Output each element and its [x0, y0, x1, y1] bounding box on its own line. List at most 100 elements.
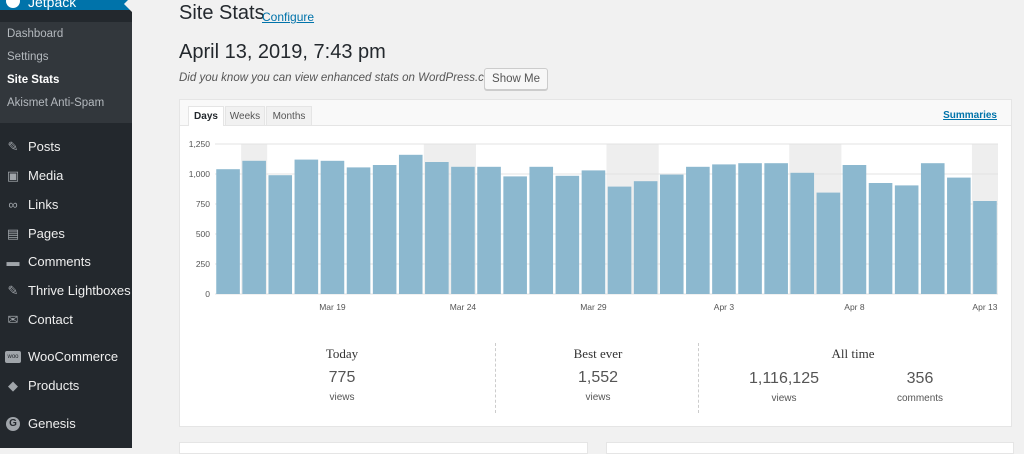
period-tabs: Days Weeks Months Summaries — [180, 100, 1011, 126]
sidebar-item-label: Links — [28, 197, 59, 212]
submenu-item-dashboard[interactable]: Dashboard — [7, 28, 64, 40]
stat-today: Today 775 views — [280, 346, 404, 403]
bar — [477, 166, 501, 294]
sidebar-item-label: Genesis — [28, 416, 76, 431]
genesis-icon: G — [6, 417, 20, 431]
woocommerce-icon: woo — [5, 351, 21, 363]
sidebar-item-comments[interactable]: ▬ Comments — [0, 250, 132, 274]
bar — [868, 183, 893, 294]
x-tick-label: Apr 13 — [972, 302, 997, 312]
stat-all-time-comments: 356 comments — [860, 370, 980, 404]
bar — [712, 164, 736, 294]
sidebar-item-jetpack[interactable]: Jetpack — [0, 0, 132, 10]
page-title: Site Stats — [179, 2, 265, 24]
stat-divider — [495, 343, 496, 413]
sidebar-item-thrive-lightboxes[interactable]: ✎ Thrive Lightboxes — [0, 279, 132, 303]
stat-heading: All time — [831, 346, 875, 361]
bar — [503, 176, 527, 294]
x-tick-label: Apr 3 — [714, 302, 735, 312]
bar — [738, 163, 762, 294]
sidebar-item-posts[interactable]: ✎ Posts — [0, 135, 132, 159]
sidebar-item-links[interactable]: ∞ Links — [0, 193, 132, 217]
bottom-panel-left — [179, 442, 588, 454]
stat-heading: Today — [325, 346, 359, 361]
sidebar-item-pages[interactable]: ▤ Pages — [0, 222, 132, 246]
bar — [790, 172, 815, 294]
submenu-item-site-stats[interactable]: Site Stats — [7, 74, 60, 86]
stat-value: 1,116,125 — [749, 370, 819, 387]
bar — [686, 166, 710, 294]
sidebar-item-label: Pages — [28, 226, 65, 241]
bar — [346, 167, 371, 294]
x-tick-label: Mar 19 — [319, 302, 346, 312]
stat-unit: comments — [896, 393, 944, 404]
jetpack-submenu: Dashboard Settings Site Stats Akismet An… — [0, 22, 132, 123]
bar — [294, 159, 319, 294]
stat-value: 1,552 — [577, 369, 619, 386]
stat-unit: views — [585, 392, 611, 403]
bar — [425, 162, 449, 294]
bar — [973, 201, 997, 294]
comment-icon: ▬ — [6, 254, 20, 269]
show-me-button[interactable]: Show Me — [484, 68, 548, 90]
pin-icon: ✎ — [7, 139, 19, 154]
stat-best-ever: Best ever 1,552 views — [536, 346, 660, 403]
sidebar-item-contact[interactable]: ✉ Contact — [0, 308, 132, 332]
tab-months[interactable]: Months — [266, 106, 312, 125]
stat-value: 775 — [328, 369, 356, 386]
bar — [268, 175, 293, 294]
x-tick-label: Mar 29 — [580, 302, 607, 312]
bar — [920, 163, 945, 294]
stat-heading: Best ever — [573, 346, 623, 361]
submenu-item-akismet[interactable]: Akismet Anti-Spam — [7, 97, 105, 109]
bar — [633, 181, 658, 294]
bottom-panel-right — [606, 442, 1014, 454]
enhanced-stats-promo: Did you know you can view enhanced stats… — [179, 72, 507, 84]
sidebar-item-label: Media — [28, 168, 64, 183]
sidebar-item-genesis[interactable]: G Genesis — [0, 412, 132, 436]
configure-link[interactable]: Configure — [262, 10, 315, 24]
y-tick-label: 750 — [196, 199, 210, 209]
bar — [764, 163, 788, 294]
sidebar-item-label: Thrive Lightboxes — [28, 283, 131, 298]
sidebar-item-label: Jetpack — [28, 0, 77, 10]
stat-all-time-heading-wrap: All time — [780, 346, 926, 362]
admin-sidebar: Jetpack Dashboard Settings Site Stats Ak… — [0, 0, 132, 448]
submenu-item-settings[interactable]: Settings — [7, 51, 49, 63]
tab-weeks[interactable]: Weeks — [225, 106, 265, 125]
media-icon: ▣ — [6, 168, 20, 183]
bar — [555, 175, 580, 294]
stats-panel: Days Weeks Months Summaries 1,250 1,000 75… — [179, 99, 1012, 427]
bar — [581, 170, 606, 294]
bar — [529, 166, 554, 294]
x-tick-label: Apr 8 — [844, 302, 865, 312]
bar — [320, 160, 345, 294]
stats-date: April 13, 2019, 7:43 pm — [179, 41, 386, 63]
y-tick-label: 250 — [196, 259, 210, 269]
pages-icon: ▤ — [6, 226, 20, 241]
tab-days[interactable]: Days — [188, 106, 224, 126]
sidebar-item-media[interactable]: ▣ Media — [0, 164, 132, 188]
bar — [372, 165, 397, 294]
stat-value: 356 — [906, 370, 934, 387]
sidebar-item-label: Comments — [28, 254, 91, 269]
sidebar-item-products[interactable]: ◆ Products — [0, 374, 132, 398]
y-tick-label: 0 — [205, 289, 210, 299]
bar — [451, 166, 475, 294]
stat-unit: views — [329, 392, 355, 403]
stat-unit: views — [771, 393, 797, 404]
stat-all-time-views: 1,116,125 views — [724, 370, 844, 404]
sidebar-item-label: Posts — [28, 139, 61, 154]
bar — [607, 186, 632, 294]
summaries-link[interactable]: Summaries — [943, 110, 997, 121]
bar — [242, 160, 266, 294]
sidebar-item-woocommerce[interactable]: woo WooCommerce — [0, 345, 132, 369]
sidebar-item-label: Products — [28, 378, 80, 393]
sidebar-item-label: WooCommerce — [28, 349, 119, 364]
sidebar-item-label: Contact — [28, 312, 73, 327]
current-menu-arrow — [124, 0, 132, 12]
box-icon: ◆ — [8, 378, 18, 393]
bar — [816, 192, 841, 294]
stat-divider — [698, 343, 699, 413]
bar — [842, 165, 867, 294]
